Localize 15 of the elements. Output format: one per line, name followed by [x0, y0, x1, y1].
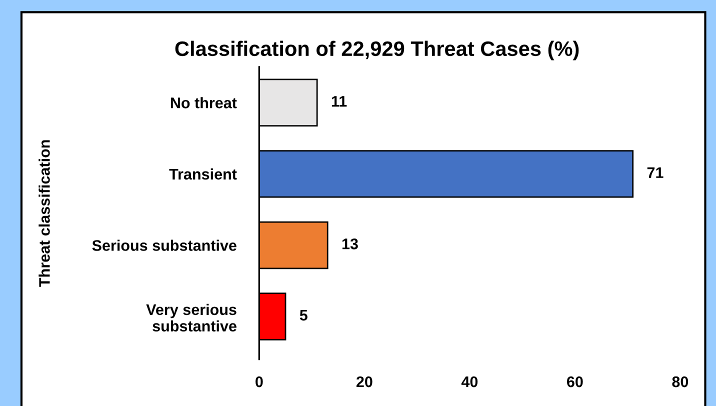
y-axis-title: Threat classification [38, 140, 50, 287]
y-tick-label: Very serious substantive [146, 304, 236, 332]
data-label: 5 [300, 310, 308, 321]
x-tick-label: 0 [256, 376, 263, 388]
x-tick-label: 60 [567, 376, 583, 388]
y-tick-label: No threat [170, 97, 237, 108]
y-tick-label: Transient [169, 168, 237, 180]
data-label: 13 [342, 238, 358, 250]
x-tick-label: 20 [356, 376, 372, 388]
data-label: 11 [332, 96, 347, 107]
x-tick-label: 80 [672, 376, 688, 388]
x-tick-label: 40 [461, 376, 478, 388]
y-tick-label: Serious substantive [92, 240, 236, 251]
data-label: 71 [647, 167, 664, 178]
chart-title: Classification of 22,929 Threat Cases (%) [175, 40, 579, 60]
